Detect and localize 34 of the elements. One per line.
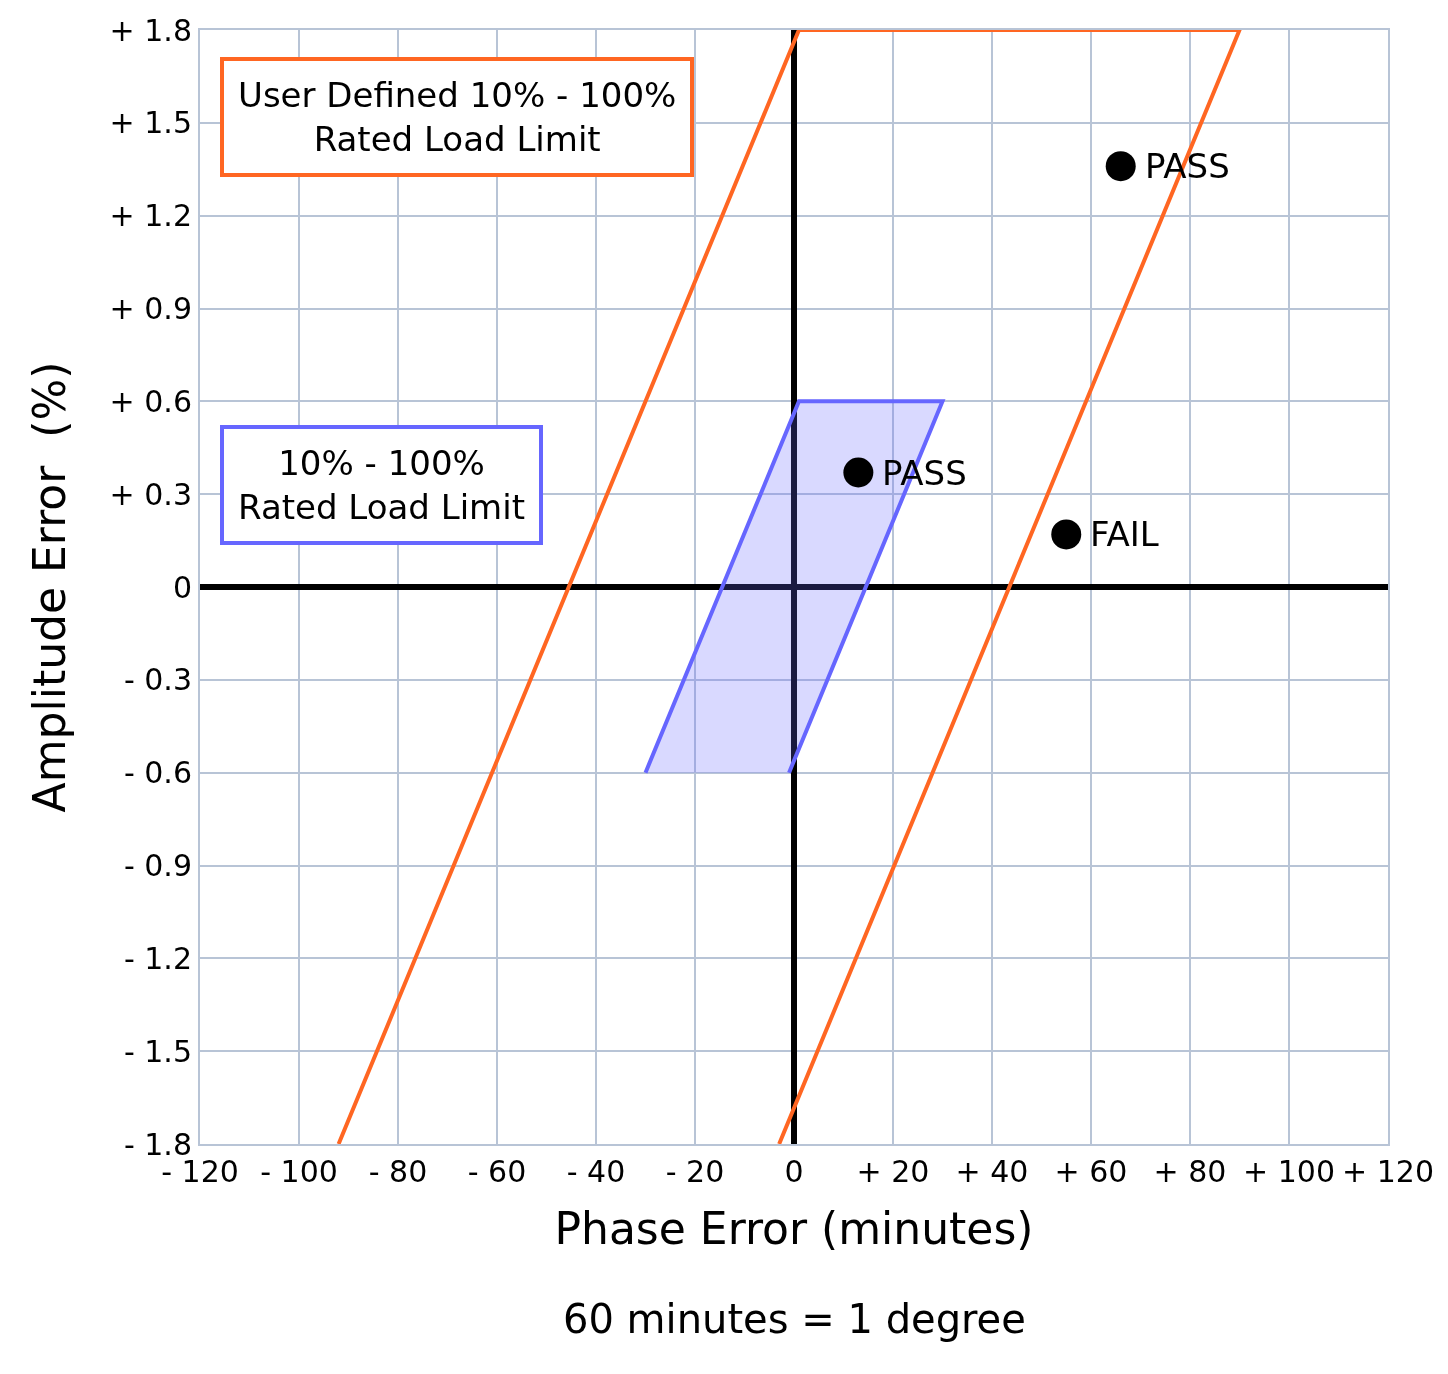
- x-tick-label: + 60: [1054, 1154, 1128, 1189]
- y-tick-label: - 0.3: [123, 662, 192, 698]
- y-tick-label: - 0.9: [123, 848, 192, 883]
- x-tick-label: - 20: [665, 1154, 725, 1189]
- y-tick-label: + 0.6: [109, 383, 192, 419]
- y-tick-label: + 1.2: [109, 198, 192, 234]
- text: 10% - 100% Rated Load Limit: [238, 443, 526, 528]
- x-tick-label: + 80: [1153, 1154, 1227, 1189]
- series-label: User Defined 10% - 100% Rated Load Limit: [238, 75, 677, 160]
- y-tick-label: + 0.3: [109, 476, 192, 512]
- text: 60 minutes = 1 degree: [563, 1296, 1026, 1342]
- x-tick-label: - 40: [566, 1154, 626, 1189]
- y-tick-label: - 0.6: [123, 755, 192, 791]
- y-tick-label: - 1.2: [123, 940, 192, 976]
- data-label: FAIL: [1090, 514, 1159, 554]
- x-tick-label: - 100: [260, 1154, 338, 1189]
- x-axis-title: Phase Error (minutes): [554, 1202, 1034, 1254]
- x-tick-label: + 120: [1342, 1154, 1434, 1189]
- x-tick-label: + 20: [856, 1154, 930, 1189]
- x-tick-label: + 40: [955, 1154, 1029, 1189]
- y-tick-label: - 1.5: [123, 1033, 192, 1069]
- x-tick-label: 0: [784, 1154, 804, 1189]
- x-tick-label: - 60: [467, 1154, 527, 1189]
- point: [1105, 151, 1136, 182]
- point: [843, 457, 874, 488]
- x-tick-label: - 120: [161, 1154, 239, 1189]
- x-tick-label: - 80: [368, 1154, 428, 1189]
- point: [1051, 519, 1082, 550]
- y-tick-label: + 1.8: [109, 12, 192, 48]
- y-tick-label: 0: [172, 569, 192, 605]
- x-tick-label: + 100: [1243, 1154, 1335, 1189]
- y-tick-label: + 0.9: [109, 291, 192, 326]
- y-tick-label: + 1.5: [109, 105, 192, 141]
- y-axis-title: Amplitude Error (%): [24, 361, 76, 813]
